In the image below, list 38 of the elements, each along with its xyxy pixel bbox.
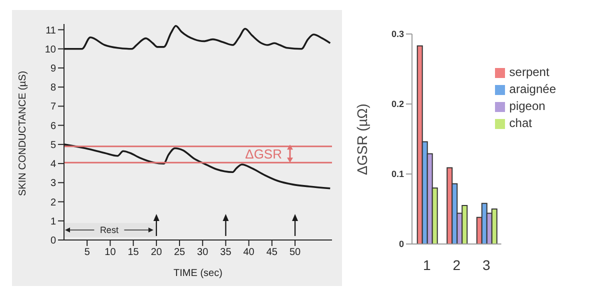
y-axis-title: SKIN CONDUCTANCE (µS) [18, 70, 29, 196]
legend-label: pigeon [509, 99, 546, 113]
legend-label: serpent [509, 65, 550, 79]
y-tick-label: 0.1 [391, 169, 404, 180]
y-tick-label: 8 [50, 82, 56, 94]
y-tick-label: 0 [50, 236, 56, 247]
x-tick-label: 30 [197, 247, 209, 258]
y-tick-label: 0.2 [391, 99, 404, 110]
y-tick-label: 1 [50, 216, 56, 228]
x-tick-label: 15 [128, 247, 140, 258]
y-tick-label: 11 [46, 25, 56, 36]
x-axis-title: TIME (sec) [174, 268, 222, 279]
y-axis-title: ΔGSR (µΩ) [354, 104, 370, 175]
x-tick-label: 3 [482, 256, 491, 273]
x-tick-label: 1 [422, 256, 431, 273]
y-tick-label: 5 [50, 140, 56, 151]
y-tick-label: 6 [50, 120, 56, 132]
x-tick-label: 20 [150, 247, 162, 258]
band-label: Rest [100, 225, 119, 235]
x-tick-label: 10 [104, 247, 116, 258]
x-tick-label: 5 [84, 247, 90, 258]
legend-label: araignée [509, 82, 556, 96]
y-tick-label: 10 [44, 44, 56, 56]
y-tick-label: 7 [50, 102, 56, 113]
x-tick-label: 35 [220, 247, 232, 258]
y-tick-label: 0 [398, 239, 404, 250]
legend-label: chat [509, 116, 532, 130]
x-tick-label: 50 [289, 247, 302, 258]
x-tick-label: 40 [243, 247, 255, 258]
y-tick-label: 4 [50, 159, 56, 170]
y-tick-label: 0.3 [391, 29, 404, 40]
y-tick-label: 3 [50, 178, 56, 190]
y-tick-label: 2 [50, 197, 56, 208]
y-tick-label: 9 [50, 64, 56, 75]
x-tick-label: 45 [266, 247, 278, 258]
x-tick-label: 25 [174, 247, 186, 258]
ref-line-label: ΔGSR [245, 146, 282, 162]
x-tick-label: 2 [452, 256, 461, 273]
